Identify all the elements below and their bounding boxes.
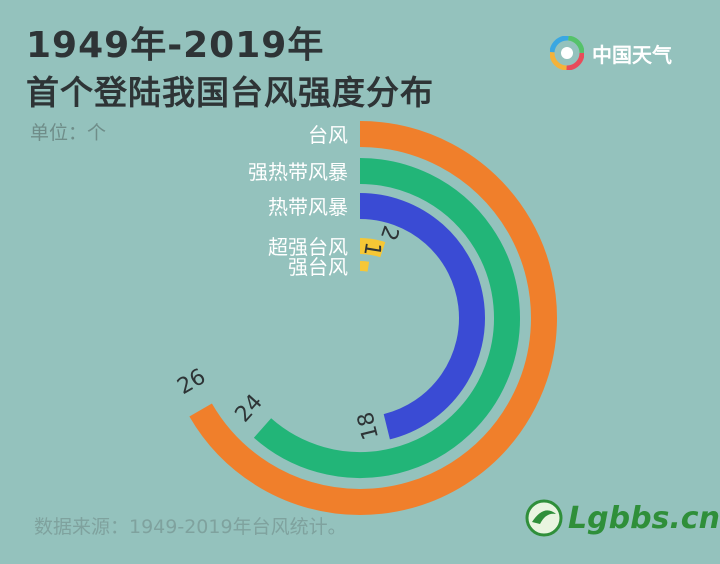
value-label-热带风暴: 18: [353, 409, 384, 442]
bar-强台风: [359, 261, 370, 272]
brand-logo: 中国天气: [550, 36, 672, 70]
value-label-台风: 26: [173, 364, 210, 400]
category-label-热带风暴: 热带风暴: [268, 195, 348, 219]
unit-label: 单位：个: [30, 122, 107, 144]
chart-title-line1: 1949年-2019年: [26, 25, 325, 66]
watermark: Lgbbs.cn: [524, 498, 720, 538]
category-label-强台风: 强台风: [288, 255, 348, 279]
watermark-text: Lgbbs.cn: [568, 500, 720, 536]
bar-热带风暴: [359, 193, 485, 440]
chart-title-line2: 首个登陆我国台风强度分布: [26, 73, 434, 112]
bar-台风: [189, 121, 557, 515]
category-label-强热带风暴: 强热带风暴: [248, 160, 348, 184]
category-label-台风: 台风: [308, 123, 348, 147]
watermark-logo-icon: [525, 499, 563, 537]
value-label-强热带风暴: 24: [231, 390, 268, 428]
value-label-强台风: 1: [358, 240, 385, 258]
category-label-超强台风: 超强台风: [268, 235, 348, 259]
weather-logo-icon: [550, 36, 584, 70]
data-source-note: 数据来源：1949-2019年台风统计。: [34, 516, 347, 538]
bar-强热带风暴: [253, 158, 520, 478]
bar-超强台风: [359, 238, 386, 258]
brand-name: 中国天气: [592, 42, 672, 67]
